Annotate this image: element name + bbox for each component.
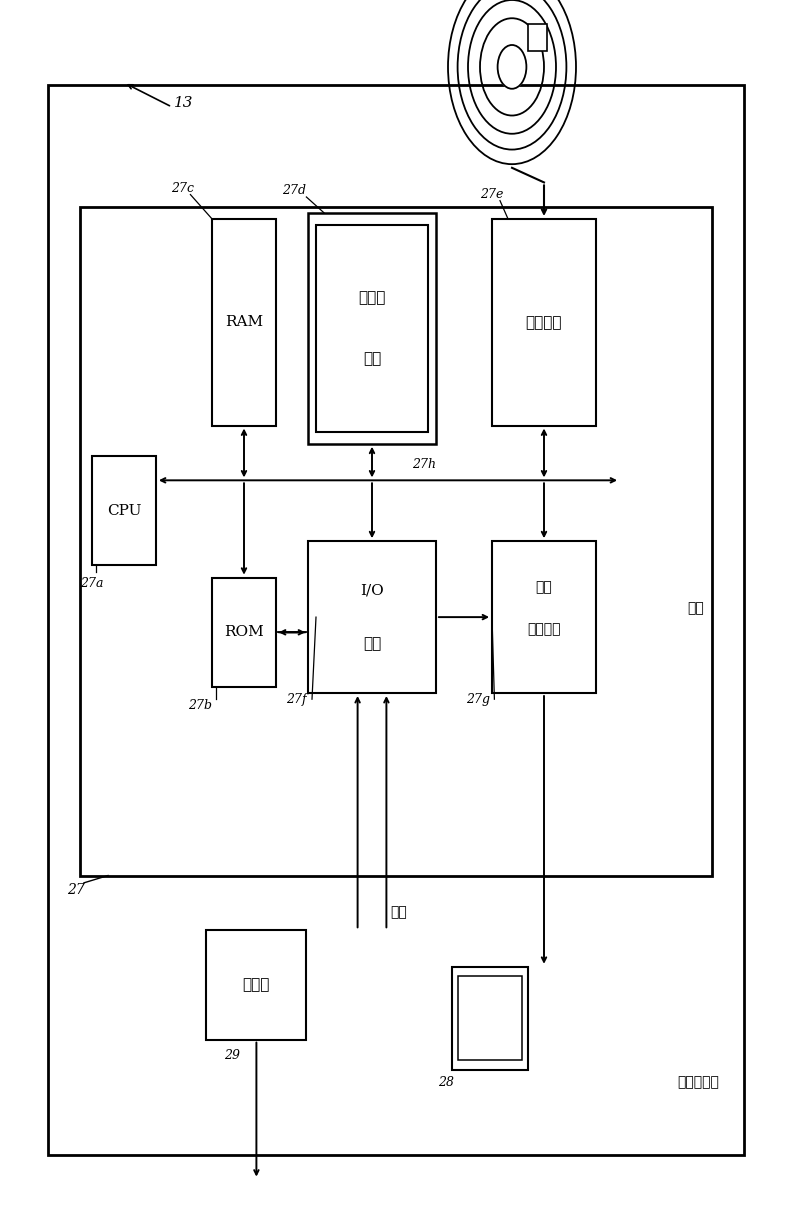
- Bar: [92, 456, 156, 565]
- Text: 27b: 27b: [188, 699, 212, 711]
- Text: 27e: 27e: [480, 188, 504, 201]
- Text: 27g: 27g: [466, 693, 490, 705]
- Text: 13: 13: [174, 96, 194, 111]
- Text: 29: 29: [224, 1049, 240, 1062]
- Text: 数据: 数据: [390, 905, 406, 919]
- Text: 27a: 27a: [80, 578, 104, 590]
- Text: 27h: 27h: [412, 458, 436, 471]
- Bar: [492, 541, 596, 693]
- Bar: [528, 24, 547, 51]
- Text: 图像: 图像: [536, 580, 552, 593]
- Bar: [212, 219, 276, 426]
- Bar: [458, 976, 522, 1060]
- Bar: [80, 207, 712, 876]
- Text: I/O: I/O: [360, 584, 384, 597]
- Text: 计算机: 计算机: [358, 291, 386, 305]
- Bar: [492, 219, 596, 426]
- Bar: [212, 578, 276, 687]
- Text: 输入部: 输入部: [242, 978, 270, 992]
- Text: 程序: 程序: [363, 351, 381, 366]
- Text: 27c: 27c: [171, 182, 194, 195]
- Text: 读出装置: 读出装置: [526, 315, 562, 330]
- Text: 接口: 接口: [363, 636, 381, 652]
- Bar: [206, 930, 306, 1040]
- Bar: [452, 967, 528, 1070]
- Text: 本体: 本体: [688, 601, 704, 615]
- Text: 28: 28: [438, 1076, 454, 1088]
- Text: 27f: 27f: [286, 693, 306, 705]
- Bar: [308, 213, 436, 444]
- Text: ROM: ROM: [224, 625, 264, 640]
- Text: 27d: 27d: [282, 185, 306, 197]
- Bar: [48, 85, 744, 1155]
- Circle shape: [498, 45, 526, 89]
- Text: 个人计算机: 个人计算机: [678, 1075, 719, 1090]
- Bar: [308, 541, 436, 693]
- Text: 27: 27: [67, 883, 85, 897]
- Text: 输出接口: 输出接口: [527, 623, 561, 636]
- Text: CPU: CPU: [106, 503, 142, 518]
- Text: RAM: RAM: [225, 315, 263, 330]
- Bar: [316, 225, 428, 432]
